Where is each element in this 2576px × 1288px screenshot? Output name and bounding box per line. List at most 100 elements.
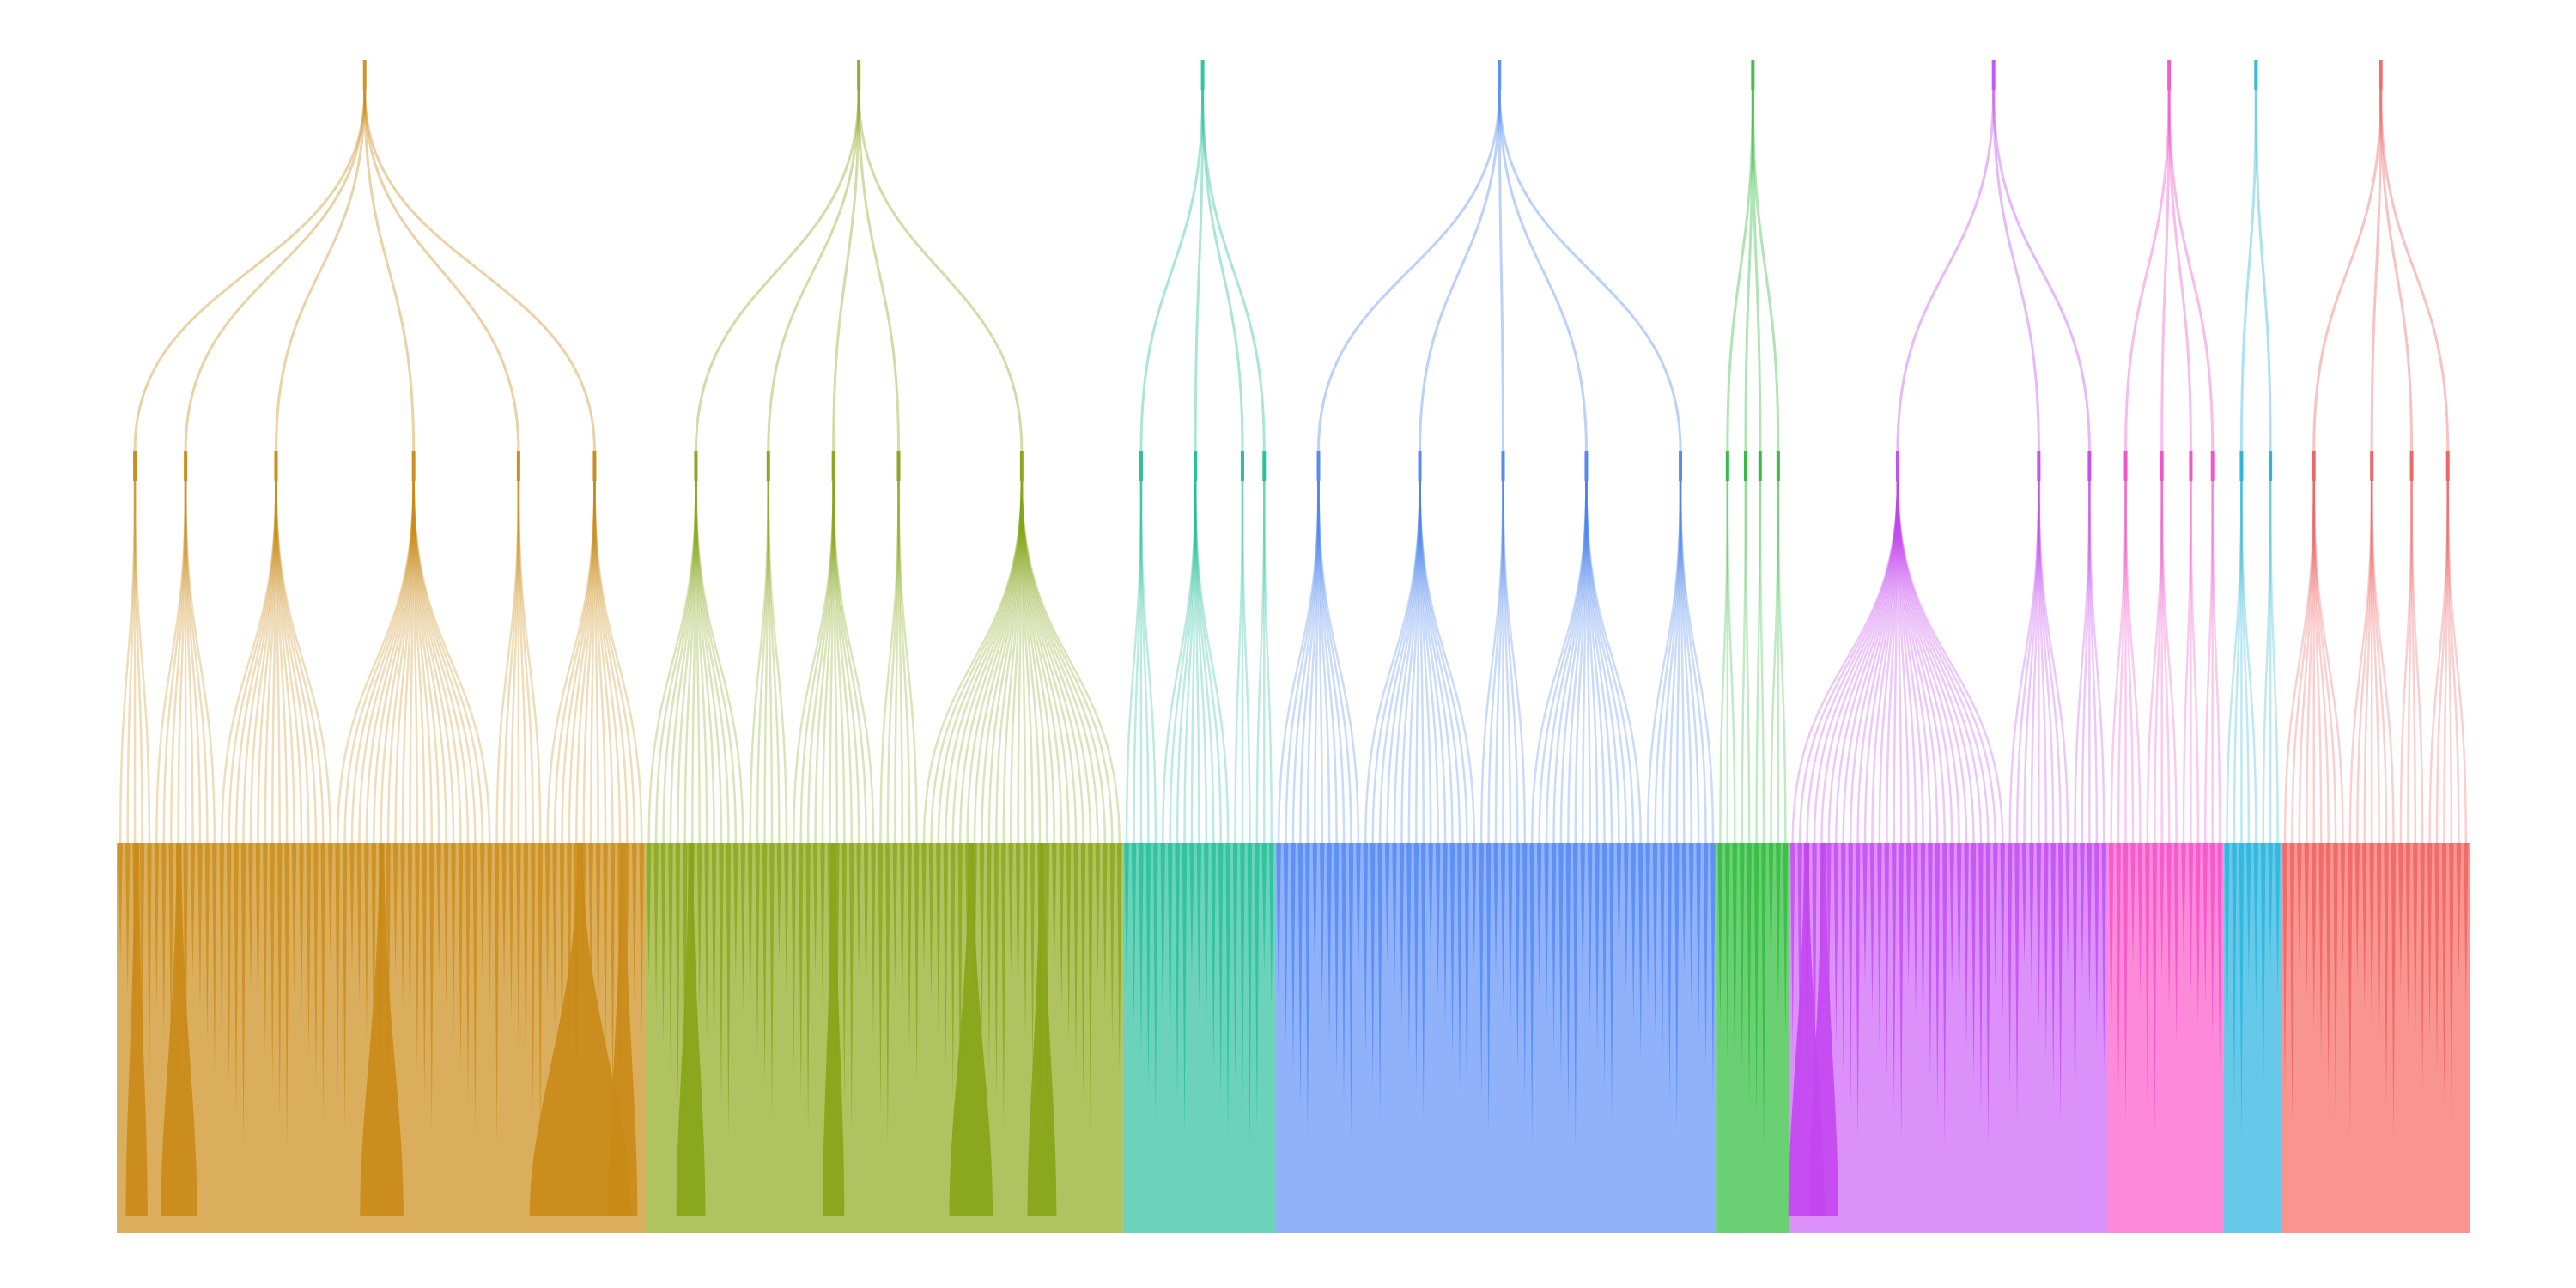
leaf-node	[1485, 843, 1492, 1135]
branch-leaf-link	[184, 480, 216, 844]
branch-leaf-link	[2088, 480, 2099, 844]
branch-leaf-link	[275, 480, 318, 844]
branch-leaf-link	[1317, 480, 1352, 844]
leaf-node	[1008, 843, 1013, 976]
leaf-node	[1544, 843, 1549, 1024]
branch-leaf-link	[1835, 480, 1899, 844]
leaf-node	[784, 843, 789, 995]
leaf-node	[871, 843, 876, 1042]
leaf-node	[2080, 843, 2085, 979]
branch-leaf-link	[1791, 480, 1899, 844]
branch-leaf-link	[275, 480, 281, 844]
branch-leaf-link	[593, 480, 643, 844]
leaf-node	[291, 843, 297, 994]
branch-leaf-link	[695, 480, 744, 844]
leaf-node	[2188, 843, 2194, 995]
branch-leaf-link	[2023, 480, 2040, 844]
branch-leaf-link	[1679, 480, 1707, 844]
leaf-node	[1536, 843, 1542, 992]
leaf-node	[878, 843, 884, 1116]
leaf-node	[1978, 843, 1984, 1115]
branch-leaf-link	[593, 480, 614, 844]
leaf-node	[2029, 843, 2034, 997]
branch-leaf-link	[1856, 480, 1899, 844]
branch-leaf-link	[2008, 480, 2040, 844]
branch-leaf-link	[1896, 480, 1924, 844]
leaf-node	[1392, 843, 1397, 996]
branch-leaf-link	[1545, 480, 1588, 844]
leaf-node	[2369, 843, 2374, 1046]
branch-leaf-link	[1190, 480, 1197, 844]
leaf-node	[1261, 843, 1267, 975]
leaf-node	[1905, 843, 1911, 987]
leaf-node	[2021, 843, 2027, 965]
leaf-node	[1023, 843, 1028, 1040]
branch-leaf-link	[1719, 480, 1729, 844]
branch-leaf-link	[517, 480, 535, 844]
branch-leaf-link	[2240, 480, 2257, 844]
leaf-node	[1508, 843, 1513, 1042]
branch-leaf-link	[987, 480, 1024, 844]
leaf-node	[603, 843, 608, 1067]
branch-leaf-link	[2081, 480, 2091, 844]
branch-leaf-link	[1646, 480, 1682, 844]
leaf-node	[212, 843, 217, 1074]
branch-leaf-link	[1530, 480, 1588, 844]
leaf-node	[1472, 843, 1477, 968]
leaf-node	[1833, 843, 1839, 1047]
tree-group	[2107, 60, 2224, 1233]
leaf-node	[1225, 843, 1230, 1139]
leaf-node	[2340, 843, 2346, 970]
branch-leaf-link	[2410, 480, 2424, 844]
leaf-node	[610, 843, 616, 1099]
branch-leaf-link	[2370, 480, 2395, 844]
leaf-stem	[1027, 843, 1057, 1216]
branch-leaf-link	[2443, 480, 2449, 844]
branch-leaf-link	[1020, 480, 1084, 844]
leaf-node	[1558, 843, 1564, 1087]
branch-leaf-link	[2446, 480, 2460, 844]
branch-leaf-link	[1419, 480, 1447, 844]
branch-leaf-link	[1419, 480, 1461, 844]
leaf-node	[1255, 843, 1260, 1133]
leaf-node	[2261, 843, 2266, 1123]
branch-leaf-link	[1194, 480, 1200, 844]
branch-leaf-link	[1896, 480, 1960, 844]
leaf-node	[1660, 843, 1665, 1069]
leaf-node	[2101, 843, 2106, 1074]
branch-leaf-link	[1020, 480, 1078, 844]
leaf-node	[2007, 843, 2013, 1091]
root-branch-link	[2167, 89, 2192, 452]
leaf-node	[936, 843, 941, 1036]
leaf-node	[1015, 843, 1021, 1008]
branch-leaf-link	[2262, 480, 2272, 844]
branch-leaf-link	[495, 480, 520, 844]
branch-leaf-link	[1585, 480, 1591, 844]
leaf-node	[1652, 843, 1658, 1037]
leaf-node	[2297, 843, 2302, 969]
leaf-node	[270, 843, 275, 1088]
leaf-node	[2253, 843, 2258, 1016]
leaf-node	[820, 843, 825, 1009]
leaf-node	[1717, 843, 1723, 1029]
branch-leaf-link	[373, 480, 415, 844]
root-branch-link	[363, 89, 416, 452]
branch-leaf-link	[894, 480, 900, 844]
leaf-node	[1580, 843, 1585, 993]
root-branch-link	[832, 89, 860, 452]
leaf-node	[234, 843, 239, 1118]
leaf-node	[1790, 843, 1795, 1045]
branch-leaf-link	[275, 480, 303, 844]
branch-leaf-link	[1585, 480, 1599, 844]
root-branch-link	[1726, 89, 1754, 452]
branch-leaf-link	[1194, 480, 1230, 844]
branch-leaf-link	[1194, 480, 1215, 844]
leaf-node	[1884, 843, 1890, 1080]
branch-leaf-link	[1400, 480, 1421, 844]
branch-leaf-link	[1668, 480, 1682, 844]
branch-leaf-link	[249, 480, 277, 844]
branch-leaf-link	[582, 480, 596, 844]
leaf-node	[1124, 843, 1129, 996]
branch-leaf-link	[1896, 480, 2004, 844]
